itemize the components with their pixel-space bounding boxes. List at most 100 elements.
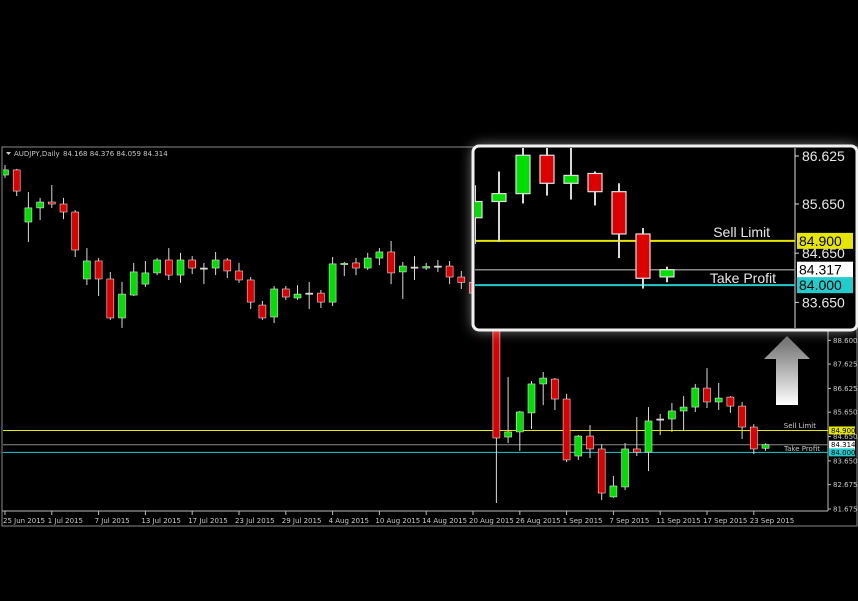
candle-body [475, 200, 483, 219]
bear-candle [258, 300, 267, 320]
candle-body [71, 211, 79, 251]
x-tick-label: 14 Aug 2015 [422, 517, 467, 525]
y-tick-label: 83.650 [833, 457, 858, 465]
candle-body [644, 420, 653, 453]
x-tick-label: 29 Jul 2015 [282, 517, 322, 525]
candle-body [422, 266, 431, 269]
x-tick-label: 1 Sep 2015 [563, 517, 603, 525]
x-tick-label: 13 Jul 2015 [141, 517, 181, 525]
bull-candle [691, 383, 700, 412]
bull-candle [118, 281, 126, 328]
candle-body [328, 263, 337, 303]
candle-body [200, 267, 208, 270]
candle-body [527, 383, 536, 414]
x-tick-label: 7 Sep 2015 [609, 517, 649, 525]
sell-limit-label: Sell Limit [784, 422, 816, 430]
bull-candle [515, 148, 531, 204]
candle-body [515, 411, 524, 433]
candle-body [258, 304, 267, 319]
candle-body [574, 435, 583, 457]
inset-y-tick-label: 86.625 [802, 148, 845, 164]
ohlc-readout: 84.168 84.376 84.059 84.314 [63, 150, 168, 158]
candle-body [47, 201, 56, 205]
bid-price-tag-box [829, 440, 855, 449]
bear-candle [71, 210, 79, 258]
price-axis: 89.60088.60087.62586.62585.65084.65083.6… [828, 313, 858, 513]
candle-body [387, 251, 395, 274]
bull-candle [211, 251, 220, 276]
y-tick-label: 84.650 [833, 433, 858, 441]
bear-candle [47, 184, 56, 208]
bear-candle [611, 183, 627, 259]
bear-candle [586, 425, 594, 458]
bull-candle [293, 285, 302, 300]
bull-candle [574, 435, 583, 460]
bear-candle [281, 286, 290, 300]
candle-body [504, 431, 512, 438]
candle-body [679, 406, 688, 412]
x-tick-label: 17 Jul 2015 [188, 517, 228, 525]
candle-body [539, 154, 555, 184]
candle-body [738, 405, 746, 428]
y-tick-label: 82.675 [833, 481, 858, 489]
bull-candle [83, 248, 91, 286]
candle-body [176, 259, 185, 276]
triangle-down-icon[interactable] [6, 152, 11, 155]
candle-body [609, 485, 618, 498]
bull-candle [491, 171, 507, 242]
inset-bid-price-tag-box [797, 261, 853, 278]
bear-candle [445, 260, 454, 285]
bull-candle [36, 197, 44, 221]
bull-candle [129, 262, 138, 297]
bull-candle [656, 413, 665, 436]
candle-body [246, 279, 255, 303]
bull-candle [527, 381, 536, 429]
candle-body [726, 396, 735, 407]
inset-take-profit-label: Take Profit [710, 270, 776, 286]
candle-body [445, 265, 454, 278]
bear-candle [165, 248, 173, 280]
candle-body [94, 260, 103, 280]
candle-body [635, 233, 651, 279]
x-tick-label: 1 Jul 2015 [48, 517, 83, 525]
bull-candle [668, 402, 676, 432]
bull-candle [153, 258, 161, 276]
candle-body [129, 271, 138, 296]
inset-sell-limit-price-tag-box [797, 232, 853, 249]
candle-body [562, 398, 571, 461]
candle-body [293, 293, 302, 299]
bear-candle [106, 271, 115, 320]
candle-body [24, 207, 33, 223]
candle-body [586, 435, 594, 450]
bull-candle [644, 407, 653, 472]
inset-sell-limit-label: Sell Limit [713, 224, 770, 240]
bull-candle [539, 372, 548, 406]
bull-candle [679, 396, 688, 431]
bull-candle [141, 260, 150, 288]
bull-candle [563, 148, 579, 200]
candle-body [714, 397, 723, 403]
x-tick-label: 4 Aug 2015 [329, 517, 369, 525]
up-arrow-icon [764, 336, 810, 405]
bear-candle [562, 393, 571, 463]
candle-body [141, 272, 150, 285]
candle-body [211, 259, 220, 269]
bear-candle [726, 396, 735, 413]
candle-body [668, 410, 676, 420]
inset-sell-limit-price-tag-text: 84.900 [799, 233, 842, 249]
bear-candle [59, 197, 68, 220]
candle-body [363, 257, 372, 269]
bull-candle [3, 165, 9, 178]
candle-body [587, 172, 603, 193]
candle-body [59, 203, 68, 213]
bear-candle [317, 289, 325, 308]
bull-candle [434, 259, 442, 272]
bull-candle [340, 261, 349, 277]
x-tick-label: 23 Jul 2015 [235, 517, 275, 525]
bear-candle [551, 378, 559, 410]
bear-candle [539, 148, 555, 196]
sell-limit-price-tag-box [829, 426, 855, 435]
candle-body [515, 154, 531, 195]
bull-candle [659, 266, 675, 283]
